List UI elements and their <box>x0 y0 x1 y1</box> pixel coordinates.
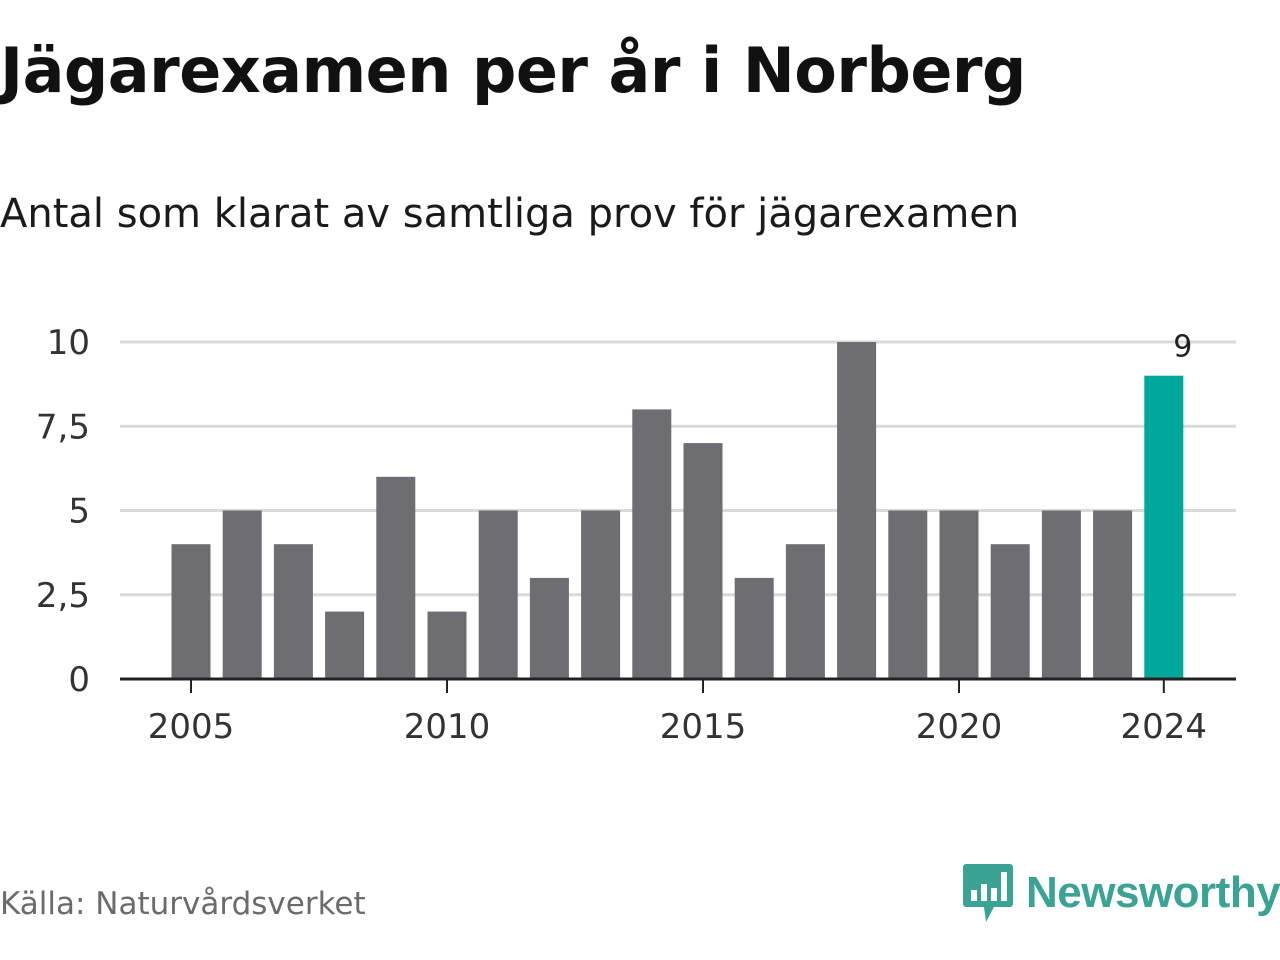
y-tick-label: 10 <box>47 323 90 363</box>
y-tick-label: 7,5 <box>36 407 90 447</box>
bar <box>785 544 825 679</box>
x-tick-label: 2024 <box>1121 707 1208 747</box>
bar <box>990 544 1030 679</box>
brand-logo: Newsworthy <box>962 862 1280 924</box>
brand-name: Newsworthy <box>1026 868 1280 917</box>
bar <box>325 611 365 679</box>
bar <box>632 409 672 679</box>
bar <box>427 611 467 679</box>
bar <box>734 577 774 679</box>
bar <box>376 476 416 679</box>
chart-subtitle: Antal som klarat av samtliga prov för jä… <box>0 191 1020 237</box>
bar <box>478 510 518 679</box>
bar <box>529 577 569 679</box>
bar <box>939 510 979 679</box>
x-tick-label: 2005 <box>148 707 235 747</box>
bar <box>683 443 723 679</box>
source-note: Källa: Naturvårdsverket <box>0 886 366 922</box>
x-tick-label: 2015 <box>660 707 747 747</box>
bar <box>1041 510 1081 679</box>
bar <box>581 510 621 679</box>
bar <box>222 510 262 679</box>
y-tick-label: 0 <box>68 660 90 700</box>
bar <box>837 342 877 679</box>
bar-chart: 0 2,5 5 7,5 10 9 2005 2010 2015 2020 2024 <box>36 323 1236 747</box>
bar <box>1093 510 1133 679</box>
y-tick-label: 5 <box>68 492 90 532</box>
x-tick-label: 2010 <box>404 707 491 747</box>
data-label: 9 <box>1173 330 1192 365</box>
bar-chart-speech-bubble-icon <box>963 864 1013 922</box>
bar <box>171 544 211 679</box>
chart-title: Jägarexamen per år i Norberg <box>0 34 1026 107</box>
y-tick-label: 2,5 <box>36 576 90 616</box>
bar <box>273 544 313 679</box>
bar-highlight <box>1144 375 1184 679</box>
bar <box>888 510 928 679</box>
x-tick-label: 2020 <box>916 707 1003 747</box>
